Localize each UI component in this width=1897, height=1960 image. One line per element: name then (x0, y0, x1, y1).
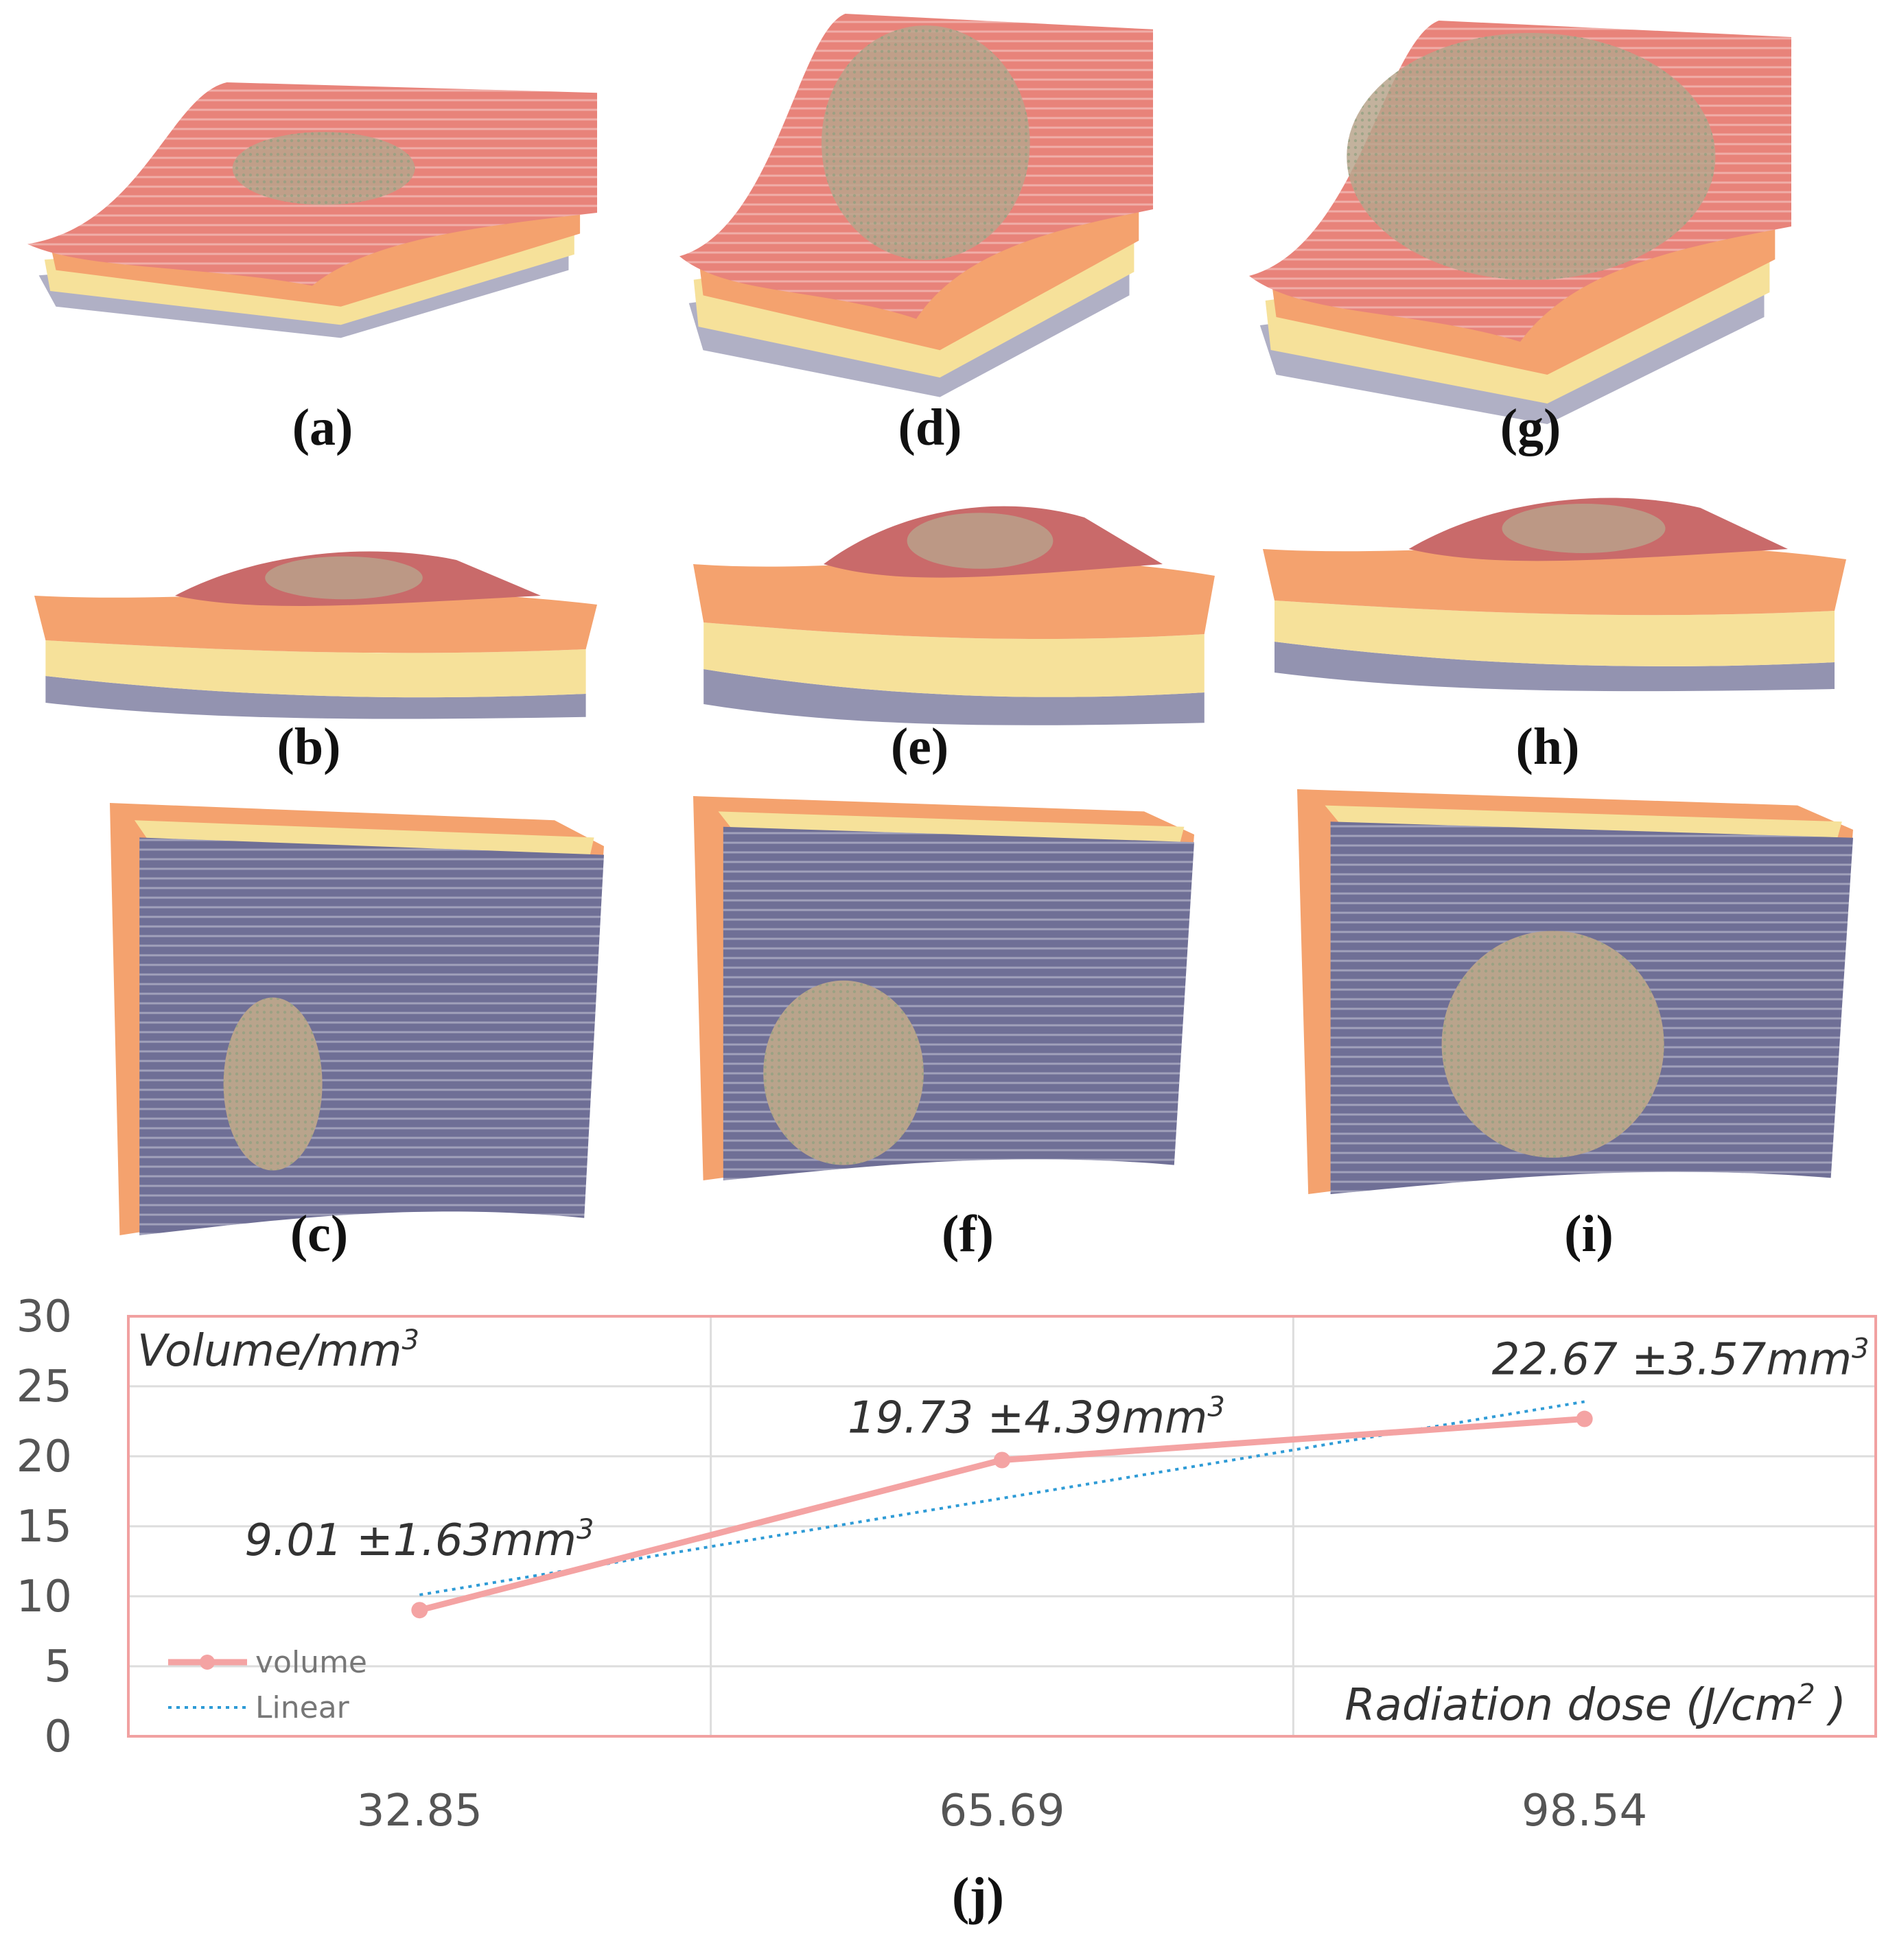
tissue-yellow-layer (1275, 600, 1835, 666)
legend-volume-label: volume (255, 1645, 367, 1680)
lesion-texture (1347, 33, 1716, 280)
panel-f-image (693, 796, 1194, 1180)
panel-h-image (1263, 487, 1846, 693)
tissue-render-h (1263, 498, 1846, 692)
lesion-texture (223, 997, 323, 1171)
panel-label-e: (e) (890, 718, 949, 775)
x-tick-label-1: 65.69 (939, 1786, 1064, 1836)
tissue-render-g (1249, 21, 1791, 424)
data-label-1: 19.73 ±4.39mm3 (848, 1392, 1225, 1444)
volume-point-2 (1576, 1410, 1593, 1427)
data-label-2: 22.67 ±3.57mm3 (1492, 1333, 1870, 1386)
tissue-orange-layer (34, 592, 597, 653)
panel-g-image (1249, 21, 1791, 432)
panel-i-image (1297, 789, 1853, 1194)
plot-frame (127, 1315, 1877, 1738)
panel-label-c: (c) (290, 1205, 349, 1263)
y-tick-label-5: 5 (44, 1642, 72, 1692)
y-tick-label-0: 0 (44, 1712, 72, 1762)
volume-dose-chart: 0 5 10 15 20 25 30 32.85 65.69 98.54 9.01 ±1.63mm3… (0, 1263, 1897, 1960)
legend-linear-label: Linear (255, 1690, 350, 1725)
tissue-render-b (34, 551, 597, 719)
data-label-0: 9.01 ±1.63mm3 (244, 1514, 594, 1566)
panel-e-image (693, 494, 1215, 727)
lesion-texture (232, 132, 415, 205)
x-tick-label-0: 32.85 (357, 1786, 482, 1836)
tissue-yellow-layer (135, 820, 594, 859)
panel-b-image (34, 542, 597, 721)
y-axis-title: Volume/mm3 (137, 1325, 419, 1377)
tissue-orange-layer (1263, 545, 1846, 616)
panel-a-image (27, 82, 597, 343)
tissue-render-f (693, 796, 1194, 1180)
tissue-yellow-layer (703, 622, 1204, 697)
tissue-render-c (110, 803, 604, 1235)
panel-label-d: (d) (898, 399, 962, 456)
panel-label-h: (h) (1515, 718, 1580, 775)
tissue-bottom-layer (45, 676, 586, 719)
tissue-render-i (1297, 789, 1853, 1194)
tissue-yellow-layer (1325, 805, 1842, 842)
x-tick-label-2: 98.54 (1522, 1786, 1647, 1836)
panel-d-image (679, 14, 1153, 405)
lesion-texture (1441, 931, 1664, 1158)
y-tick-label-30: 30 (16, 1292, 72, 1342)
y-tick-label-20: 20 (16, 1432, 72, 1482)
tissue-render-a (27, 82, 597, 338)
lesion-area (265, 556, 423, 600)
tissue-yellow-layer (718, 811, 1185, 846)
tissue-yellow-layer (45, 640, 586, 698)
lesion-texture (822, 25, 1030, 261)
tissue-render-d (679, 14, 1153, 397)
series-volume-line (419, 1416, 1585, 1613)
tissue-bottom-layer (703, 669, 1204, 725)
tissue-orange-layer (693, 559, 1215, 640)
panel-label-i: (i) (1564, 1205, 1614, 1263)
volume-point-0 (411, 1602, 428, 1619)
panel-label-g: (g) (1500, 399, 1561, 456)
y-tick-label-15: 15 (16, 1502, 72, 1552)
tissue-render-e (693, 506, 1215, 725)
lesion-area (1502, 504, 1666, 553)
lesion-texture (763, 980, 924, 1165)
panel-c-image (110, 803, 604, 1235)
chart-svg: 0 5 10 15 20 25 30 32.85 65.69 98.54 9.01 ±1.63mm3… (16, 1292, 1877, 1836)
tissue-bottom-layer (1275, 642, 1835, 692)
panel-label-j: (j) (952, 1867, 1004, 1925)
lesion-area (907, 513, 1054, 569)
volume-point-1 (994, 1451, 1010, 1469)
y-tick-label-10: 10 (16, 1572, 72, 1622)
legend-volume-marker (200, 1655, 215, 1670)
y-tick-label-25: 25 (16, 1362, 72, 1412)
tissue-bottom-stripes (139, 837, 604, 1235)
panel-label-a: (a) (292, 399, 353, 456)
x-axis-title: Radiation dose (J/cm2 ) (1345, 1679, 1846, 1731)
panel-label-f: (f) (942, 1205, 994, 1263)
panel-label-b: (b) (277, 718, 341, 775)
